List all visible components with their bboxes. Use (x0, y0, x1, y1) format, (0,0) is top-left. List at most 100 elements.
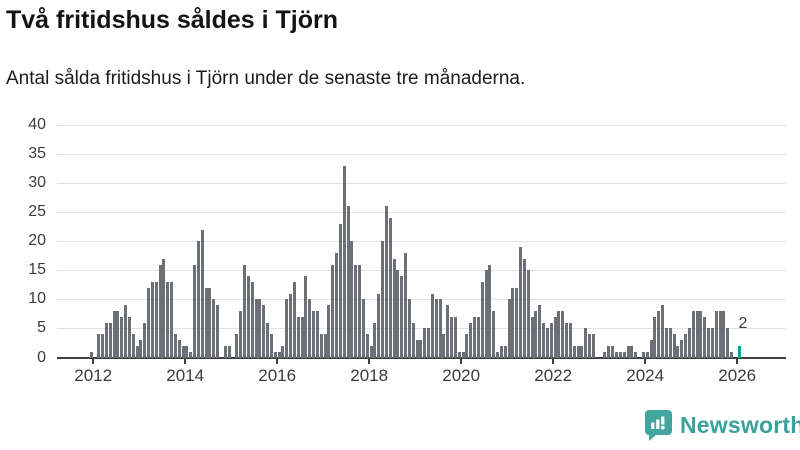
y-axis-tick-label: 10 (28, 290, 46, 308)
bar (154, 281, 158, 358)
latest-value-label: 2 (738, 315, 748, 332)
bar (124, 305, 128, 358)
bar (622, 351, 626, 358)
bar (243, 264, 246, 358)
bar (684, 334, 688, 358)
x-axis-tick (92, 357, 95, 364)
bar (223, 345, 227, 358)
bar (173, 334, 177, 358)
bar (150, 281, 154, 358)
bar (461, 351, 465, 358)
bar (407, 299, 411, 358)
bar (396, 270, 400, 358)
bar (350, 241, 354, 358)
bar (281, 345, 285, 358)
bar (200, 229, 204, 358)
bar (511, 287, 515, 358)
bar (730, 351, 734, 358)
bar (519, 247, 523, 358)
bar (266, 322, 269, 358)
bar (476, 316, 480, 358)
y-axis-tick-label: 30 (28, 174, 46, 192)
x-axis-tick (552, 357, 555, 364)
bar (423, 328, 427, 358)
bar (657, 311, 661, 358)
bar (97, 334, 101, 358)
bar (189, 351, 193, 358)
bar (384, 206, 388, 358)
bar (457, 351, 461, 358)
bar (680, 340, 684, 358)
bar (327, 305, 331, 358)
bar (572, 345, 576, 358)
bar (181, 345, 185, 358)
bar (469, 322, 473, 358)
bar (538, 305, 542, 358)
x-axis-tick (368, 357, 371, 364)
bar (430, 293, 434, 358)
bar (568, 322, 572, 358)
bar (166, 281, 170, 358)
bar (112, 311, 116, 358)
x-axis-tick (460, 357, 463, 364)
bar (534, 311, 538, 358)
bar (561, 311, 565, 358)
gridline (57, 270, 786, 272)
bar (277, 351, 281, 358)
bar (250, 281, 254, 358)
chart-subtitle: Antal sålda fritidshus i Tjörn under de … (6, 68, 526, 89)
newsworthy-logo[interactable]: Newsworthy (644, 407, 800, 443)
bar (361, 299, 365, 358)
bar (304, 276, 308, 358)
bar (239, 311, 243, 358)
bar (392, 258, 396, 358)
bar (127, 316, 131, 358)
bar (411, 322, 415, 358)
newsworthy-wordmark: Newsworthy (680, 411, 800, 438)
bar (101, 334, 105, 358)
bar (553, 316, 557, 358)
bar (346, 206, 350, 358)
bar (607, 345, 611, 358)
bar (649, 340, 653, 358)
y-axis-tick-label: 20 (28, 232, 46, 250)
bar (269, 334, 273, 358)
y-axis-tick-label: 5 (37, 319, 46, 337)
bar (369, 345, 373, 358)
bar (289, 293, 293, 358)
bar (162, 258, 166, 358)
bar (557, 311, 561, 358)
x-axis-tick-label: 2016 (258, 366, 297, 385)
bar (296, 316, 300, 358)
bar (285, 299, 289, 358)
bar (549, 322, 553, 358)
bar (177, 340, 181, 358)
bar (158, 264, 162, 358)
page-title: Två fritidshus såldes i Tjörn (6, 6, 339, 34)
bar (323, 334, 327, 358)
bar (208, 287, 212, 358)
bar (419, 340, 423, 358)
bar (143, 322, 147, 358)
bar (365, 334, 369, 358)
gridline (57, 183, 786, 185)
bar (258, 299, 262, 358)
bar (135, 345, 139, 358)
bar (312, 311, 316, 358)
x-axis-tick (184, 357, 187, 364)
bar (434, 299, 438, 358)
bar (614, 351, 618, 358)
gridline (57, 241, 786, 243)
gridline (57, 299, 786, 301)
bar (373, 322, 377, 358)
bar (342, 165, 346, 358)
bar (480, 281, 484, 358)
bar (246, 276, 250, 358)
bar (204, 287, 208, 358)
bar (442, 334, 446, 358)
bar (707, 328, 711, 358)
bar (545, 328, 549, 358)
bar (710, 328, 714, 358)
bar (120, 316, 124, 358)
